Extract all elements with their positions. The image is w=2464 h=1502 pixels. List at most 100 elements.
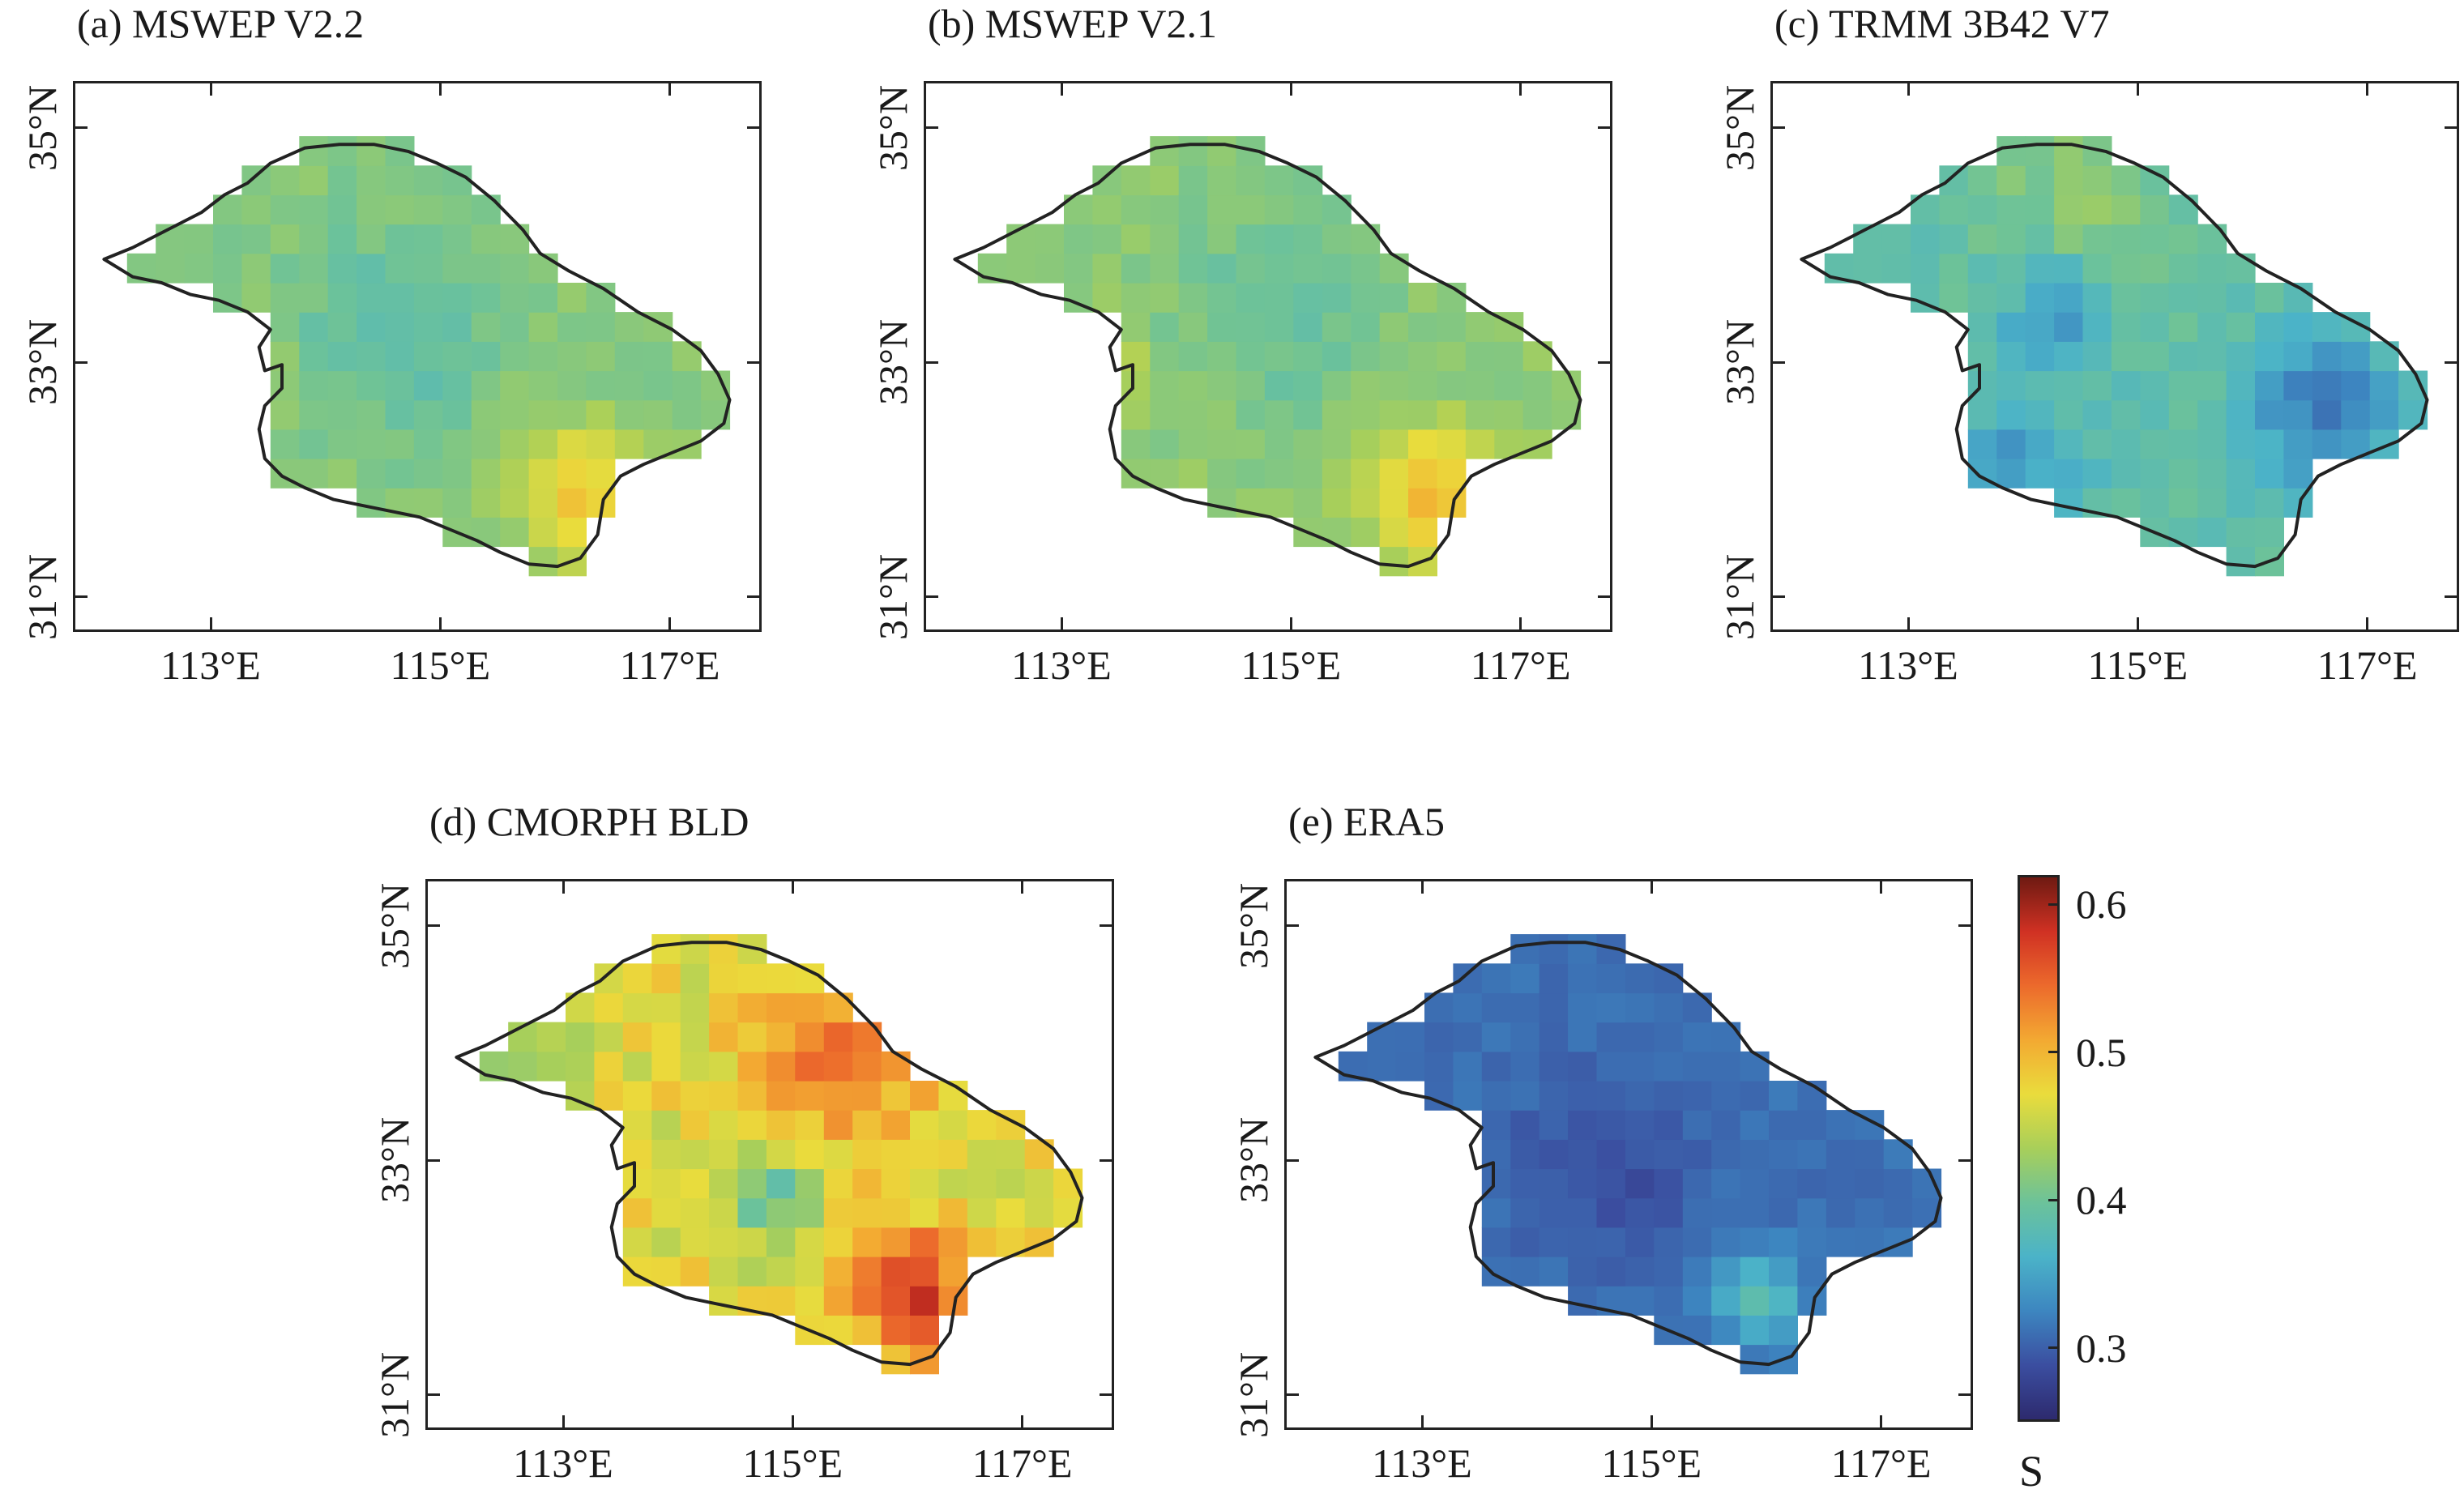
grid-cell: [594, 1051, 624, 1082]
grid-cell: [2054, 194, 2084, 225]
grid-cell: [508, 1051, 538, 1082]
grid-cell: [1769, 1139, 1798, 1170]
grid-cell: [766, 1257, 796, 1287]
grid-cell: [1967, 253, 1997, 284]
x-tick: [562, 879, 565, 894]
map-plot-c: [1800, 136, 2429, 577]
grid-cell: [795, 1022, 825, 1052]
panel-title-c: (c) TRMM 3B42 V7: [1774, 1, 2110, 46]
grid-cell: [1967, 224, 1997, 254]
grid-cell: [1596, 1168, 1626, 1199]
grid-cell: [795, 992, 825, 1023]
grid-cell: [1178, 283, 1208, 313]
grid-cell: [241, 253, 271, 284]
grid-cell: [357, 136, 386, 166]
grid-cell: [413, 429, 443, 459]
grid-cell: [1967, 399, 1997, 430]
grid-cell: [1769, 1257, 1798, 1287]
grid-cell: [1826, 1227, 1855, 1257]
grid-cell: [1207, 224, 1237, 254]
grid-cell: [795, 1051, 825, 1082]
grid-cell: [413, 253, 443, 284]
grid-cell: [622, 1022, 652, 1052]
grid-cell: [795, 1257, 825, 1287]
grid-cell: [2168, 429, 2198, 459]
grid-cell: [1539, 934, 1569, 964]
grid-cell: [2283, 341, 2313, 372]
grid-cell: [1654, 1168, 1684, 1199]
grid-cell: [2398, 370, 2428, 401]
grid-cell: [1379, 488, 1409, 518]
grid-cell: [1293, 399, 1323, 430]
grid-cell: [1625, 1051, 1655, 1082]
grid-cell: [385, 341, 415, 372]
grid-cell: [1481, 992, 1511, 1023]
grid-cell: [881, 1227, 911, 1257]
x-tick: [668, 81, 672, 96]
grid-cell: [1625, 1257, 1655, 1287]
grid-cell: [1881, 253, 1911, 284]
grid-cell: [2054, 136, 2084, 166]
grid-cell: [680, 1139, 710, 1170]
colorbar: [2018, 875, 2060, 1422]
grid-cell: [1625, 1110, 1655, 1140]
grid-cell: [910, 1110, 939, 1140]
grid-cell: [1408, 429, 1437, 459]
grid-cell: [967, 1168, 997, 1199]
grid-cell: [2255, 312, 2284, 342]
grid-cell: [528, 399, 558, 430]
grid-cell: [586, 399, 616, 430]
grid-cell: [1408, 283, 1437, 313]
grid-cell: [2082, 370, 2112, 401]
grid-cell: [357, 253, 386, 284]
grid-cell: [1453, 1051, 1483, 1082]
grid-cell: [1322, 194, 1352, 225]
grid-cell: [357, 459, 386, 489]
x-tick-label: 117°E: [2317, 642, 2418, 688]
grid-cell: [795, 1139, 825, 1170]
y-tick: [425, 1393, 440, 1397]
grid-cell: [881, 1315, 911, 1346]
grid-cell: [938, 1139, 968, 1170]
y-tick: [1958, 924, 1973, 928]
grid-cell: [528, 517, 558, 548]
grid-cell: [1568, 1286, 1598, 1316]
grid-cell: [766, 1022, 796, 1052]
grid-cell: [1740, 1344, 1770, 1375]
grid-cell: [2111, 459, 2141, 489]
grid-cell: [881, 1139, 911, 1170]
x-tick-label: 113°E: [160, 642, 261, 688]
grid-cell: [1379, 546, 1409, 577]
grid-cell: [357, 283, 386, 313]
grid-cell: [2197, 341, 2227, 372]
grid-cell: [1510, 1051, 1540, 1082]
x-tick: [2366, 617, 2369, 632]
grid-cell: [2226, 429, 2256, 459]
grid-cell: [442, 253, 472, 284]
y-tick-label: 31°N: [372, 1351, 417, 1438]
grid-cell: [2025, 370, 2055, 401]
grid-cell: [357, 341, 386, 372]
x-tick: [1420, 1415, 1424, 1430]
grid-cell: [1178, 429, 1208, 459]
grid-cell: [270, 253, 300, 284]
grid-cell: [1797, 1110, 1827, 1140]
grid-cell: [881, 1197, 911, 1228]
grid-cell: [2082, 341, 2112, 372]
grid-cell: [1437, 429, 1467, 459]
grid-cell: [2140, 224, 2170, 254]
grid-cell: [1351, 370, 1381, 401]
grid-cell: [1024, 1197, 1054, 1228]
grid-cell: [1625, 1286, 1655, 1316]
grid-cell: [1178, 136, 1208, 166]
x-tick: [791, 879, 794, 894]
grid-cell: [2168, 517, 2198, 548]
grid-cell: [536, 1022, 566, 1052]
y-tick: [73, 361, 88, 364]
grid-cell: [2226, 546, 2256, 577]
grid-cell: [586, 370, 616, 401]
grid-cell: [1596, 1110, 1626, 1140]
grid-cell: [701, 370, 731, 401]
grid-cell: [2054, 488, 2084, 518]
grid-cell: [852, 1081, 882, 1111]
